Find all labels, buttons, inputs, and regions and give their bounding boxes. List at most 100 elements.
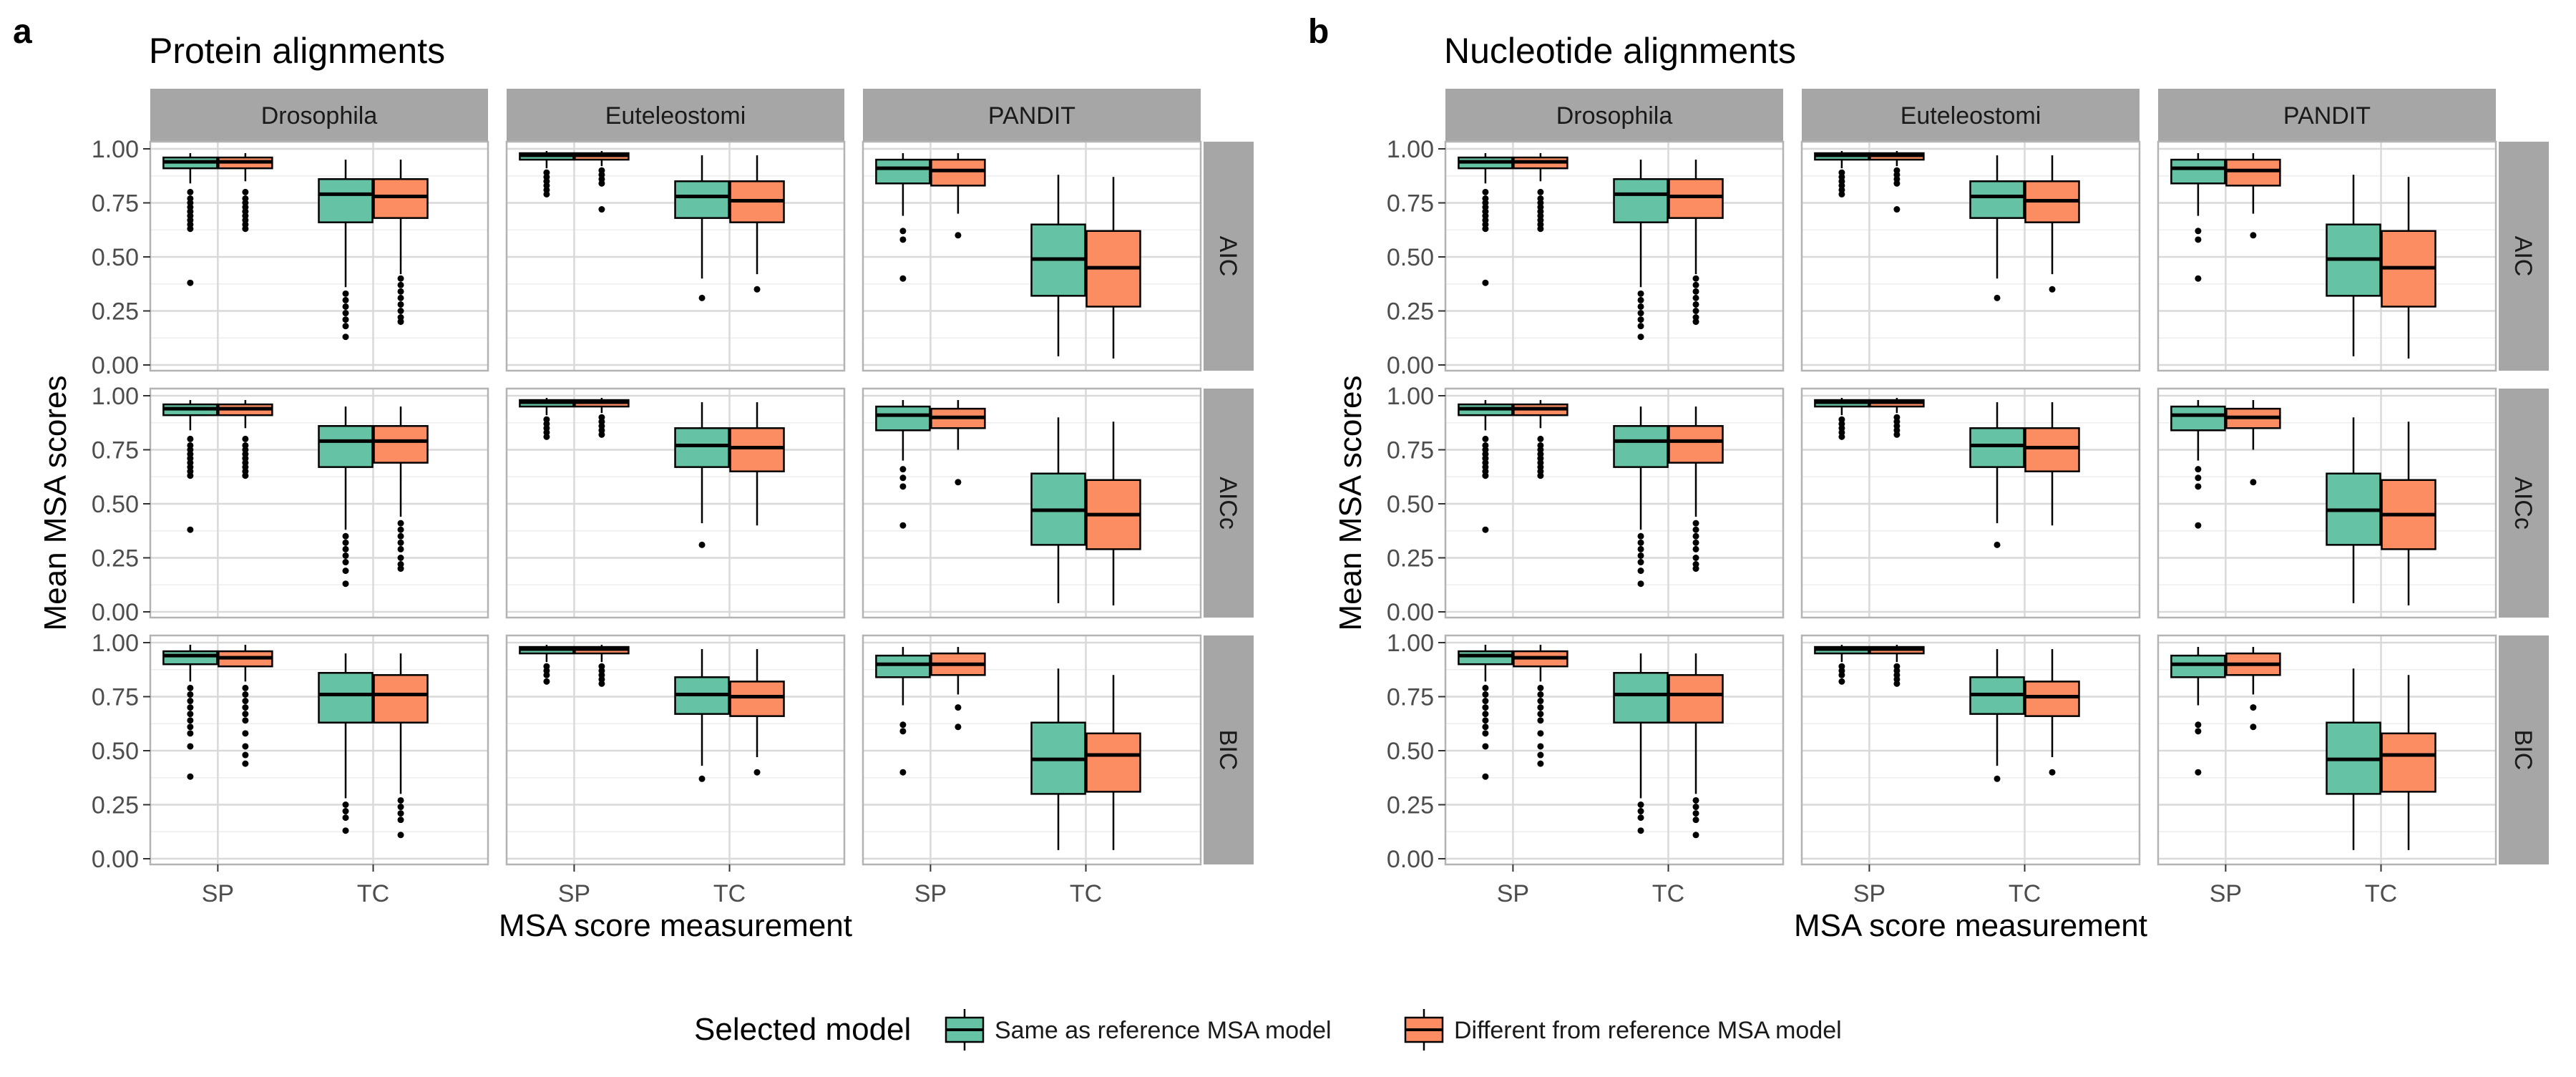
outlier-point xyxy=(598,180,605,187)
outlier-point xyxy=(187,723,194,731)
box-aic-pandit-tc-s0 xyxy=(2326,175,2381,356)
outlier-point xyxy=(242,751,249,759)
outlier-point xyxy=(242,472,249,479)
box-aicc-drosophila-tc-s1 xyxy=(1668,406,1724,572)
outlier-point xyxy=(242,717,249,724)
outlier-point xyxy=(1537,760,1544,767)
outlier-point xyxy=(397,832,404,839)
y-axis-label: Mean MSA scores xyxy=(38,375,73,630)
box-iqr xyxy=(875,405,931,432)
outlier-point xyxy=(2049,769,2056,776)
facet-strip-aic xyxy=(1204,142,1254,371)
outlier-point xyxy=(242,435,249,442)
outlier-point xyxy=(242,711,249,718)
outlier-point xyxy=(1537,684,1544,691)
outlier-point xyxy=(342,333,349,341)
y-tick-label: 0.50 xyxy=(92,244,139,271)
box-bic-pandit-tc-s0 xyxy=(2326,668,2381,850)
outlier-point xyxy=(187,435,194,442)
outlier-point xyxy=(2195,474,2202,482)
y-axis-label: Mean MSA scores xyxy=(1333,375,1368,630)
facet-strip-euteleostomi xyxy=(1802,89,2140,142)
facet-strip-aicc xyxy=(2499,389,2549,618)
outlier-point xyxy=(187,743,194,750)
box-aic-pandit-sp-s1 xyxy=(2225,153,2281,239)
outlier-point xyxy=(1692,539,1699,546)
outlier-point xyxy=(899,483,907,490)
y-tick-label: 0.00 xyxy=(1387,846,1434,873)
x-tick-label: SP xyxy=(558,880,590,907)
box-iqr xyxy=(2170,405,2226,432)
outlier-point xyxy=(1637,545,1644,552)
outlier-point xyxy=(1537,717,1544,724)
outlier-point xyxy=(187,684,194,691)
outlier-point xyxy=(397,555,404,561)
outlier-point xyxy=(1637,290,1644,297)
y-tick-label: 0.50 xyxy=(1387,491,1434,518)
outlier-point xyxy=(397,526,404,533)
panel-letter: b xyxy=(1308,13,1329,51)
panel-letter: a xyxy=(13,13,32,51)
box-aic-euteleostomi-tc-s0 xyxy=(674,155,730,301)
box-aicc-euteleostomi-sp-s0 xyxy=(519,398,575,440)
outlier-point xyxy=(1637,296,1644,303)
outlier-point xyxy=(1537,472,1544,479)
outlier-point xyxy=(598,680,605,687)
outlier-point xyxy=(1482,435,1489,442)
outlier-point xyxy=(1692,301,1699,308)
outlier-point xyxy=(1637,303,1644,310)
box-aicc-pandit-sp-s0 xyxy=(875,400,931,529)
outlier-point xyxy=(1482,225,1489,233)
outlier-point xyxy=(1637,532,1644,540)
box-bic-drosophila-tc-s0 xyxy=(1613,653,1669,834)
y-tick-label: 0.75 xyxy=(92,684,139,711)
outlier-point xyxy=(1482,711,1489,718)
box-bic-drosophila-sp-s1 xyxy=(1513,645,1568,767)
outlier-point xyxy=(1537,711,1544,718)
outlier-point xyxy=(342,539,349,546)
outlier-point xyxy=(1692,804,1699,811)
y-tick-label: 0.25 xyxy=(1387,298,1434,326)
facet-strip-label: AIC xyxy=(1214,236,1241,277)
outlier-point xyxy=(1637,539,1644,546)
box-iqr xyxy=(2225,158,2281,187)
panel-b: b Nucleotide alignments Mean MSA scores MSA… xyxy=(1308,13,2549,943)
panel-a: a Protein alignments Mean MSA scores MSA sc… xyxy=(13,13,1254,943)
outlier-point xyxy=(1692,555,1699,561)
box-iqr xyxy=(318,178,374,223)
facet-strip-label: Drosophila xyxy=(1556,102,1673,130)
outlier-point xyxy=(1692,281,1699,288)
outlier-point xyxy=(1692,308,1699,314)
outlier-point xyxy=(1637,310,1644,317)
box-aic-pandit-sp-s1 xyxy=(930,153,986,239)
box-aic-drosophila-sp-s0 xyxy=(1458,153,1513,286)
outlier-point xyxy=(2049,286,2056,293)
outlier-point xyxy=(1692,288,1699,295)
box-aic-euteleostomi-tc-s0 xyxy=(1969,155,2025,301)
panel-title: Protein alignments xyxy=(149,31,445,71)
outlier-point xyxy=(242,730,249,737)
outlier-point xyxy=(1482,472,1489,479)
box-bic-drosophila-sp-s0 xyxy=(162,645,218,780)
outlier-point xyxy=(342,296,349,303)
facet-panel-border xyxy=(862,140,1202,372)
outlier-point xyxy=(187,472,194,479)
outlier-point xyxy=(397,308,404,314)
box-bic-drosophila-tc-s1 xyxy=(1668,653,1724,839)
box-bic-drosophila-sp-s0 xyxy=(1458,645,1513,780)
y-tick-label: 0.50 xyxy=(1387,244,1434,271)
y-tick-label: 0.25 xyxy=(1387,545,1434,572)
y-tick-label: 0.50 xyxy=(1387,738,1434,765)
outlier-point xyxy=(1838,190,1845,198)
outlier-point xyxy=(397,532,404,540)
box-iqr xyxy=(1969,180,2025,219)
box-aicc-euteleostomi-sp-s0 xyxy=(1814,398,1870,440)
outlier-point xyxy=(1637,801,1644,808)
x-tick-label: SP xyxy=(1853,880,1885,907)
outlier-point xyxy=(187,188,194,195)
outlier-point xyxy=(955,232,962,239)
box-aicc-euteleostomi-tc-s0 xyxy=(674,402,730,548)
facet-strip-label: Drosophila xyxy=(261,102,378,130)
